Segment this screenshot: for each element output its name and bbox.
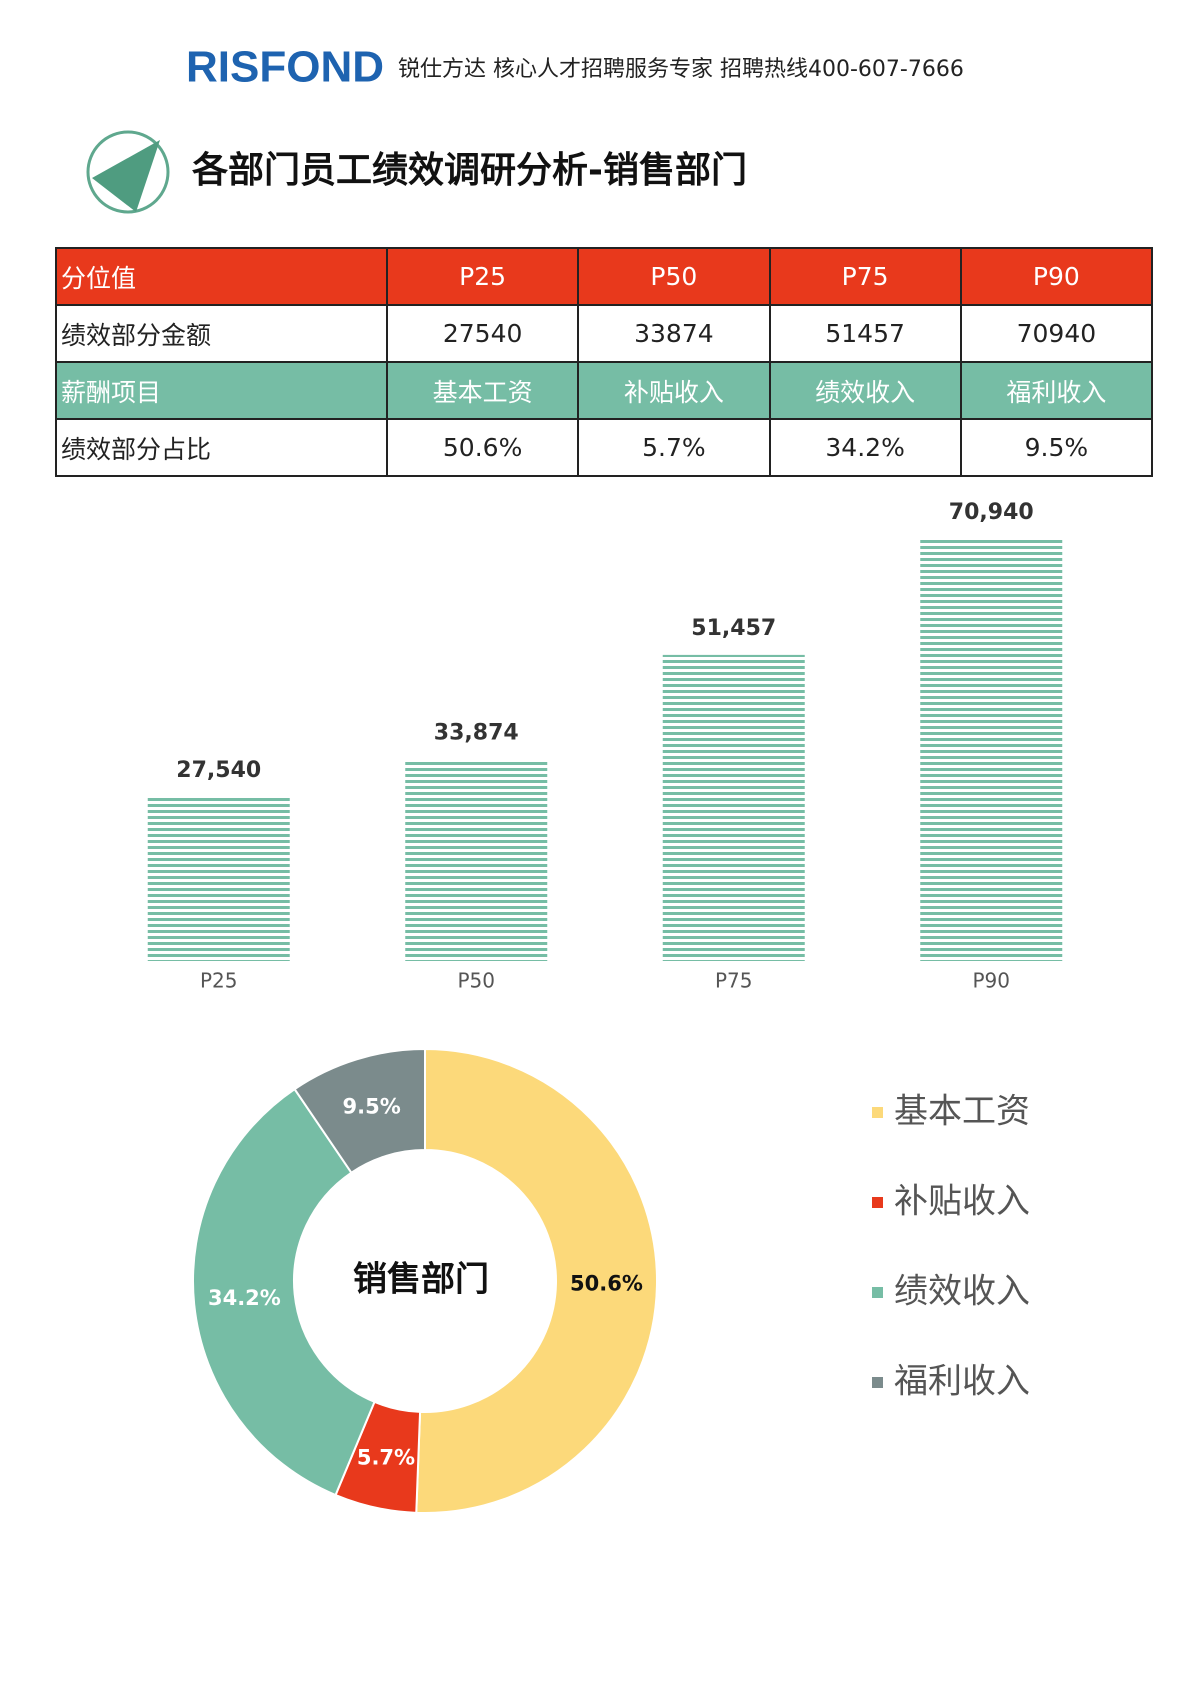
x-tick-label: P75	[715, 969, 753, 993]
table-cell: 70940	[959, 304, 1154, 363]
legend-swatch	[872, 1107, 883, 1118]
table-cell: P25	[385, 247, 580, 306]
table-row: 薪酬项目 基本工资 补贴收入 绩效收入 福利收入	[55, 361, 1154, 420]
bar-value-label: 51,457	[691, 616, 776, 641]
bar	[147, 797, 290, 961]
donut-center-label: 销售部门	[353, 1260, 489, 1300]
page-title: 各部门员工绩效调研分析-销售部门	[192, 150, 747, 191]
legend-label: 基本工资	[894, 1092, 1030, 1132]
x-tick-label: P90	[972, 969, 1010, 993]
title-icon	[86, 130, 170, 214]
bar-value-label: 27,540	[176, 758, 261, 783]
slice-label: 5.7%	[357, 1445, 415, 1469]
table-cell: 27540	[385, 304, 580, 363]
bar-value-label: 70,940	[949, 500, 1034, 525]
table-cell: 补贴收入	[577, 361, 771, 420]
data-table: 分位值 P25 P50 P75 P90 绩效部分金额 27540 33874 51457 7094…	[55, 247, 1154, 477]
table-row: 绩效部分金额 27540 33874 51457 70940	[55, 304, 1154, 363]
slice-label: 50.6%	[570, 1271, 643, 1295]
table-cell: 34.2%	[768, 418, 962, 477]
x-tick-label: P50	[457, 969, 495, 993]
logo: RISFOND	[186, 43, 384, 92]
legend-swatch	[872, 1377, 883, 1388]
table-cell: P50	[577, 247, 771, 306]
table-row: 分位值 P25 P50 P75 P90	[55, 247, 1154, 306]
table-cell: 分位值	[55, 247, 388, 306]
table-cell: P75	[768, 247, 962, 306]
bar	[405, 759, 548, 961]
legend-label: 福利收入	[894, 1362, 1030, 1402]
table-cell: 绩效收入	[768, 361, 962, 420]
bar-value-label: 33,874	[434, 720, 519, 745]
donut-slice	[293, 1047, 426, 1175]
table-cell: 基本工资	[385, 361, 580, 420]
x-tick-label: P25	[200, 969, 238, 993]
slice-label: 34.2%	[208, 1286, 281, 1310]
donut-slice	[192, 1087, 376, 1497]
table-cell: 福利收入	[959, 361, 1154, 420]
legend-label: 补贴收入	[894, 1182, 1030, 1222]
bar	[920, 539, 1063, 961]
title-icon-arrow	[92, 140, 160, 212]
table-cell: 绩效部分金额	[55, 304, 388, 363]
bar	[662, 654, 805, 961]
legend-swatch	[872, 1287, 883, 1298]
table-cell: 5.7%	[577, 418, 771, 477]
table-cell: 50.6%	[385, 418, 580, 477]
table-cell: 51457	[768, 304, 962, 363]
slice-label: 9.5%	[343, 1095, 401, 1119]
table-cell: 33874	[577, 304, 771, 363]
table-cell: 绩效部分占比	[55, 418, 388, 477]
table-cell: 薪酬项目	[55, 361, 388, 420]
legend-label: 绩效收入	[894, 1272, 1030, 1312]
table-cell: 9.5%	[959, 418, 1154, 477]
tagline: 锐仕方达 核心人才招聘服务专家 招聘热线400-607-7666	[398, 57, 964, 82]
table-cell: P90	[959, 247, 1154, 306]
table-row: 绩效部分占比 50.6% 5.7% 34.2% 9.5%	[55, 418, 1154, 477]
donut-slice	[415, 1047, 658, 1514]
legend-swatch	[872, 1197, 883, 1208]
